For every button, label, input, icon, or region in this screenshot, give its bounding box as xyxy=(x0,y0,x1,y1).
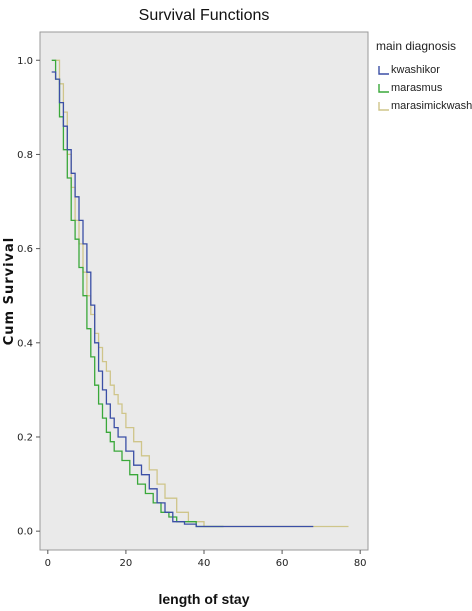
legend-swatch-marasimickwash xyxy=(378,102,389,111)
y-tick-label: 0.2 xyxy=(17,432,33,443)
legend: main diagnosis kwashikor marasmus marasimi… xyxy=(376,39,472,112)
legend-swatch-kwashikor xyxy=(378,66,389,75)
x-tick-label: 40 xyxy=(198,558,211,569)
legend-swatch-marasmus xyxy=(378,84,389,93)
y-tick-label: 1.0 xyxy=(17,56,33,67)
x-tick-label: 20 xyxy=(120,558,133,569)
chart-title: Survival Functions xyxy=(139,7,270,24)
x-axis: 0 20 40 60 80 xyxy=(45,550,367,569)
y-tick-label: 0.8 xyxy=(17,150,33,161)
plot-area xyxy=(39,31,369,551)
y-tick-label: 0.4 xyxy=(17,338,33,349)
legend-title: main diagnosis xyxy=(376,39,456,53)
x-tick-label: 0 xyxy=(45,558,51,569)
y-tick-label: 0.6 xyxy=(17,244,33,255)
legend-entry: kwashikor xyxy=(391,64,440,76)
y-axis-label: Cum Survival xyxy=(2,237,17,346)
legend-entry: marasmus xyxy=(391,82,443,94)
x-tick-label: 80 xyxy=(354,558,367,569)
series-layer xyxy=(51,59,349,528)
y-tick-label: 0.0 xyxy=(17,527,33,538)
x-axis-label: length of stay xyxy=(158,591,249,607)
y-axis: 0.0 0.2 0.4 0.6 0.8 1.0 xyxy=(17,56,40,538)
legend-entry: marasimickwash xyxy=(391,100,472,112)
x-tick-label: 60 xyxy=(276,558,289,569)
series-line-kwashikor xyxy=(51,71,314,528)
